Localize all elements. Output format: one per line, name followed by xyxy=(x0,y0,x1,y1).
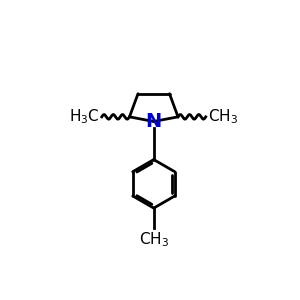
Text: $\mathsf{CH_3}$: $\mathsf{CH_3}$ xyxy=(139,230,169,249)
Text: $\mathsf{H_3C}$: $\mathsf{H_3C}$ xyxy=(69,107,100,126)
Text: N: N xyxy=(146,112,162,131)
Text: $\mathsf{CH_3}$: $\mathsf{CH_3}$ xyxy=(208,107,238,126)
